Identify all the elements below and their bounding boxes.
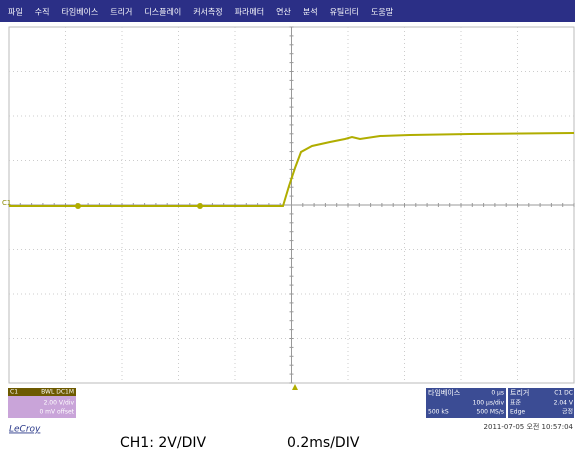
channel-scale: 2.00 V/div xyxy=(44,400,75,407)
menu-item[interactable]: 수직 xyxy=(35,7,50,17)
datetime: 2011-07-05 오전 10:57:04 xyxy=(484,422,574,431)
menu-item[interactable]: 도움말 xyxy=(371,8,394,17)
menu-item[interactable]: 트리거 xyxy=(110,8,132,17)
caption-horizontal: 0.2ms/DIV xyxy=(287,435,360,451)
menu: 파일 수직 타임베이스 트리거 디스플레이 커서측정 파라메터 연산 분석 유틸리티 도움말 xyxy=(8,7,394,17)
trigger-type: Edge xyxy=(510,409,525,416)
trigger-mode: 표준 xyxy=(510,400,522,407)
timebase-scale: 100 μs/div xyxy=(473,400,505,407)
timebase-box xyxy=(426,388,506,418)
menu-item[interactable]: 연산 xyxy=(276,7,291,17)
menu-item[interactable]: 분석 xyxy=(303,7,318,17)
channel-header xyxy=(8,388,76,396)
waveform xyxy=(9,132,575,207)
timebase-samples: 500 kS xyxy=(428,409,449,416)
trigger-level: 2.04 V xyxy=(554,400,574,407)
trace-label: C1 xyxy=(2,199,11,207)
menu-item[interactable]: 파라메터 xyxy=(235,8,264,17)
menu-item[interactable]: 디스플레이 xyxy=(144,7,181,17)
trigger-marker xyxy=(292,384,298,390)
channel-name: C1 xyxy=(10,389,18,396)
channel-flags: BWL DC1M xyxy=(41,389,74,396)
channel-offset: 0 mV offset xyxy=(39,409,74,416)
menu-item[interactable]: 유틸리티 xyxy=(330,7,359,17)
trace-dot xyxy=(197,203,203,209)
timebase-delay: 0 μs xyxy=(491,390,504,397)
menu-item[interactable]: 커서측정 xyxy=(193,7,222,17)
timebase-title: 타임베이스 xyxy=(428,388,461,397)
timebase-rate: 500 MS/s xyxy=(477,409,505,416)
trigger-slope: 긍정 xyxy=(562,409,573,416)
trace-dot xyxy=(75,203,81,209)
trigger-channel: C1 DC xyxy=(554,390,573,397)
menu-bar xyxy=(0,0,575,22)
caption-vertical: CH1: 2V/DIV xyxy=(120,435,206,451)
menu-item[interactable]: 타임베이스 xyxy=(61,7,98,17)
menu-item[interactable]: 파일 xyxy=(8,8,23,17)
logo: LeCroy xyxy=(9,425,41,435)
trigger-title: 트리거 xyxy=(510,388,529,397)
trigger-box xyxy=(508,388,574,418)
